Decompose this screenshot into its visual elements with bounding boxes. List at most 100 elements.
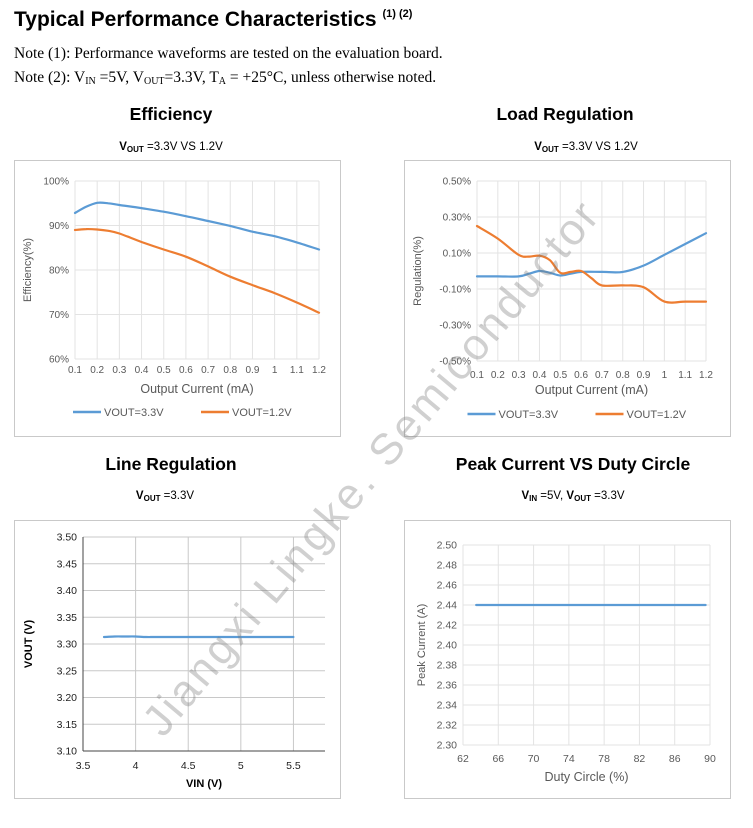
x-tick-label: 82 xyxy=(634,753,646,765)
legend-label: VOUT=1.2V xyxy=(232,407,292,419)
y-tick-label: 3.30 xyxy=(57,639,78,651)
y-tick-label: 70% xyxy=(49,310,69,321)
y-tick-label: 3.15 xyxy=(57,719,78,731)
y-tick-label: 60% xyxy=(49,355,69,366)
load-regulation-subtitle: VOUT =3.3V VS 1.2V xyxy=(534,141,638,154)
y-tick-label: 3.40 xyxy=(57,585,78,597)
x-tick-label: 0.9 xyxy=(246,365,260,376)
y-tick-label: 2.42 xyxy=(437,620,458,632)
efficiency-chart: 60% 70% 80% 90% 100% 0.1 0.2 0.3 0.4 0.5 0.6 0.7 0.8… xyxy=(14,160,341,437)
efficiency-subtitle: VOUT =3.3V VS 1.2V xyxy=(119,141,223,154)
y-tick-label: 2.34 xyxy=(437,700,458,712)
y-tick-label: 0.50% xyxy=(443,177,471,188)
x-tick-label: 0.7 xyxy=(595,370,609,381)
load-regulation-heading: Load Regulation xyxy=(496,104,634,124)
page-title: Typical Performance Characteristics (1) … xyxy=(14,8,412,32)
peak-current-subtitle: VIN =5V, VOUT =3.3V xyxy=(521,490,625,503)
x-axis-title: Duty Circle (%) xyxy=(544,770,628,784)
series-line xyxy=(475,224,708,304)
x-tick-label: 5 xyxy=(238,760,244,772)
load-regulation-chart: -0.50% -0.30% -0.10% 0.10% 0.30% 0.50% 0.1 0.2 0… xyxy=(404,160,731,437)
x-tick-label: 1.1 xyxy=(678,370,692,381)
x-tick-label: 0.2 xyxy=(90,365,104,376)
x-tick-label: 0.1 xyxy=(68,365,82,376)
line-regulation-chart: 3.10 3.15 3.20 3.25 3.30 3.35 3.40 3.45 3.50 3.5 4… xyxy=(14,520,341,799)
y-tick-label: 3.45 xyxy=(57,558,78,570)
y-axis-title: Regulation(%) xyxy=(412,236,424,306)
x-tick-label: 78 xyxy=(598,753,610,765)
x-tick-label: 0.4 xyxy=(533,370,547,381)
y-tick-label: 3.50 xyxy=(57,532,78,544)
x-axis-title: Output Current (mA) xyxy=(140,382,253,396)
y-tick-label: 90% xyxy=(49,221,69,232)
x-tick-label: 0.3 xyxy=(112,365,126,376)
x-tick-label: 0.8 xyxy=(223,365,237,376)
line-regulation-heading: Line Regulation xyxy=(105,454,237,474)
y-axis-title: Peak Current (A) xyxy=(416,604,428,687)
x-tick-label: 66 xyxy=(492,753,504,765)
y-tick-label: 100% xyxy=(43,177,69,188)
y-tick-label: 3.10 xyxy=(57,746,78,758)
y-tick-label: 3.20 xyxy=(57,692,78,704)
x-tick-label: 0.8 xyxy=(616,370,630,381)
x-tick-label: 3.5 xyxy=(76,760,91,772)
y-tick-label: -0.50% xyxy=(439,357,471,368)
x-tick-label: 1.2 xyxy=(312,365,326,376)
y-tick-label: 2.36 xyxy=(437,680,458,692)
series-line xyxy=(102,635,295,639)
x-tick-label: 70 xyxy=(528,753,540,765)
x-tick-label: 0.4 xyxy=(135,365,149,376)
y-tick-label: 2.46 xyxy=(437,580,458,592)
y-axis-title: VOUT (V) xyxy=(23,620,35,669)
x-tick-label: 1.1 xyxy=(290,365,304,376)
x-tick-label: 90 xyxy=(704,753,716,765)
x-tick-label: 0.9 xyxy=(637,370,651,381)
title-footnote-refs: (1) (2) xyxy=(382,8,413,20)
x-axis-title: VIN (V) xyxy=(186,778,222,790)
series-line xyxy=(73,201,321,251)
y-tick-label: 2.40 xyxy=(437,640,458,652)
x-tick-label: 1.2 xyxy=(699,370,713,381)
y-tick-label: 2.30 xyxy=(437,740,458,752)
series-line xyxy=(73,227,321,314)
y-tick-label: -0.10% xyxy=(439,285,471,296)
x-tick-label: 4.5 xyxy=(181,760,196,772)
x-tick-label: 1 xyxy=(272,365,278,376)
peak-current-chart-svg: 2.30 2.32 2.34 2.36 2.38 2.40 2.42 2.44 2.46 2.48… xyxy=(416,540,716,785)
efficiency-chart-svg: 60% 70% 80% 90% 100% 0.1 0.2 0.3 0.4 0.5 0.6 0.7 0.8… xyxy=(22,177,326,420)
y-tick-label: 2.48 xyxy=(437,560,458,572)
series-line xyxy=(475,232,708,278)
y-tick-label: 0.30% xyxy=(443,213,471,224)
y-tick-label: 3.35 xyxy=(57,612,78,624)
x-tick-label: 0.5 xyxy=(157,365,171,376)
line-regulation-chart-svg: 3.10 3.15 3.20 3.25 3.30 3.35 3.40 3.45 3.50 3.5 4… xyxy=(23,532,325,790)
y-axis-title: Efficiency(%) xyxy=(22,238,34,302)
y-tick-label: 3.25 xyxy=(57,665,78,677)
note-1: Note (1): Performance waveforms are test… xyxy=(14,45,443,62)
load-regulation-chart-svg: -0.50% -0.30% -0.10% 0.10% 0.30% 0.50% 0.1 0.2 0… xyxy=(412,177,713,422)
y-tick-label: 0.10% xyxy=(443,249,471,260)
x-tick-label: 62 xyxy=(457,753,469,765)
x-tick-label: 0.6 xyxy=(179,365,193,376)
y-tick-label: 2.44 xyxy=(437,600,458,612)
x-tick-label: 1 xyxy=(662,370,668,381)
y-tick-label: 2.50 xyxy=(437,540,458,552)
efficiency-heading: Efficiency xyxy=(129,104,213,124)
title-text: Typical Performance Characteristics xyxy=(14,8,377,31)
x-tick-label: 0.5 xyxy=(553,370,567,381)
x-tick-label: 0.6 xyxy=(574,370,588,381)
peak-current-heading: Peak Current VS Duty Circle xyxy=(455,454,691,474)
peak-current-chart: 2.30 2.32 2.34 2.36 2.38 2.40 2.42 2.44 2.46 2.48… xyxy=(404,520,731,799)
x-tick-label: 0.2 xyxy=(491,370,505,381)
x-tick-label: 4 xyxy=(133,760,139,772)
y-tick-label: 80% xyxy=(49,266,69,277)
x-tick-label: 74 xyxy=(563,753,575,765)
legend-label: VOUT=3.3V xyxy=(499,409,559,421)
note-2: Note (2): VIN =5V, VOUT=3.3V, TA = +25°C… xyxy=(14,69,437,87)
legend-label: VOUT=1.2V xyxy=(627,409,687,421)
y-tick-label: -0.30% xyxy=(439,321,471,332)
x-tick-label: 0.7 xyxy=(201,365,215,376)
y-tick-label: 2.32 xyxy=(437,720,458,732)
x-tick-label: 86 xyxy=(669,753,681,765)
y-tick-label: 2.38 xyxy=(437,660,458,672)
